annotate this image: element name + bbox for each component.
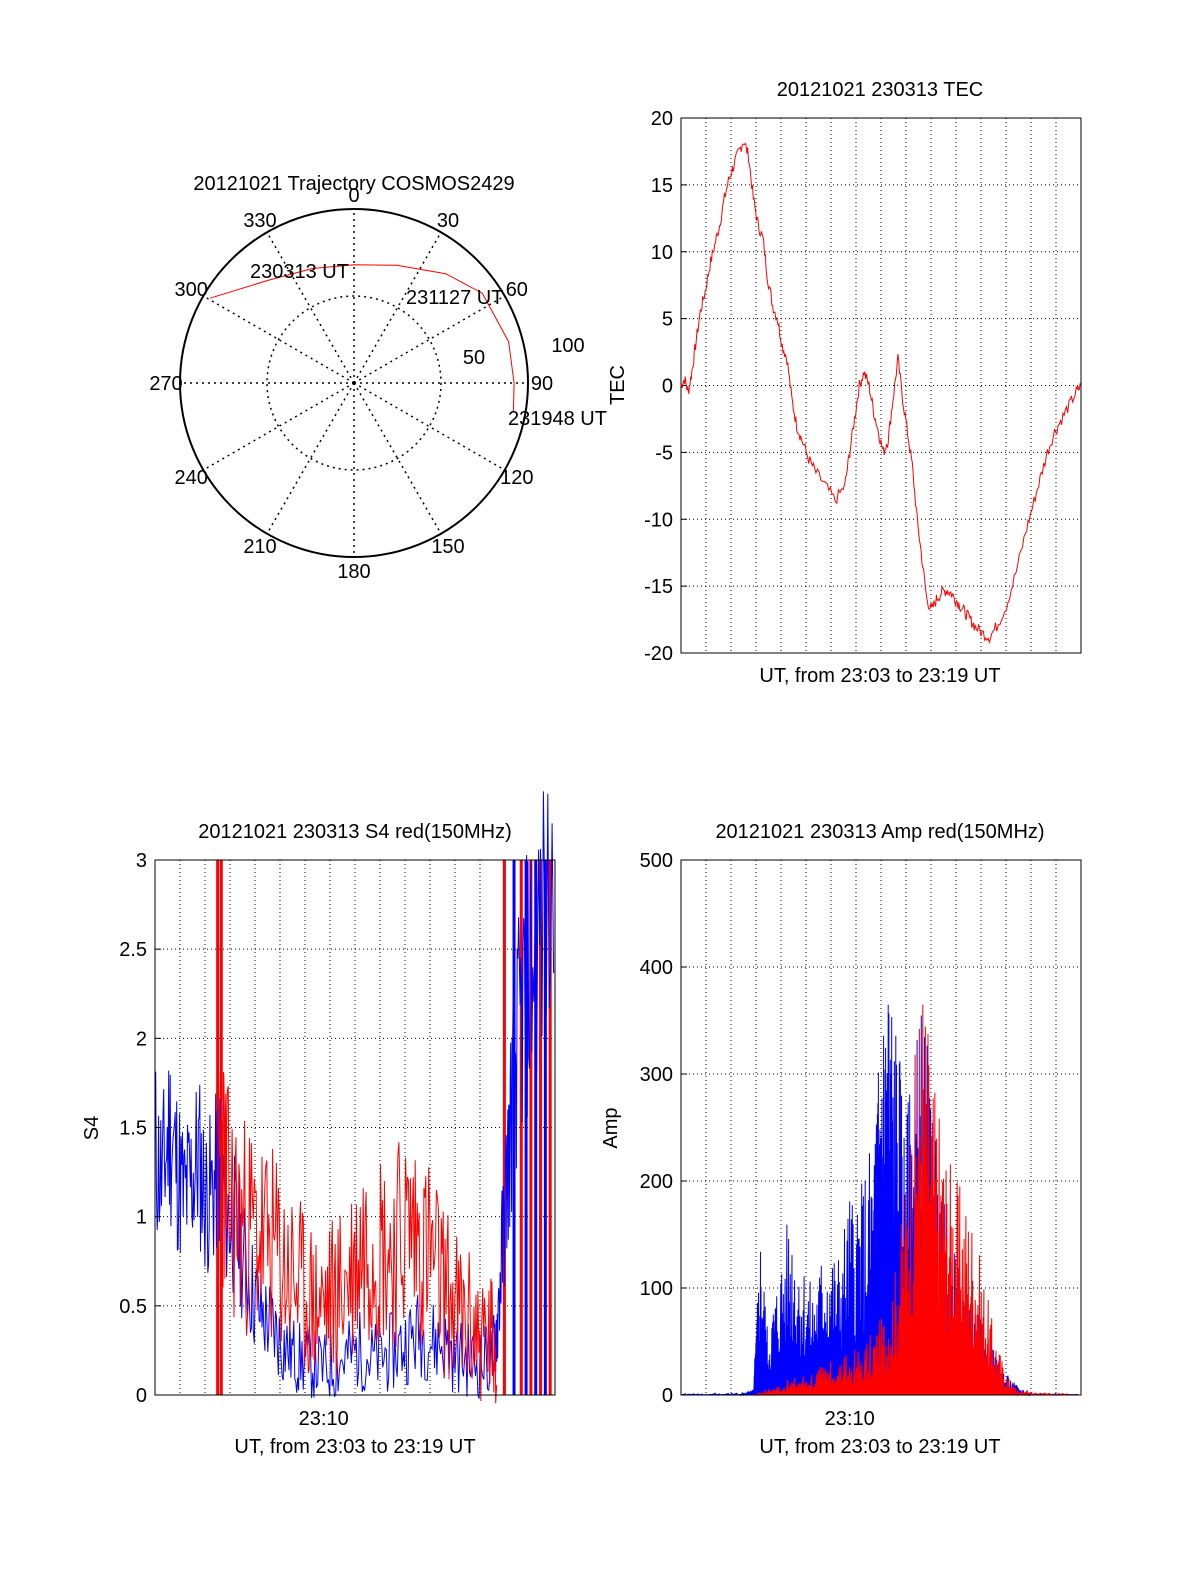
s4-x-tick-label: 23:10 (299, 1408, 349, 1430)
y-tick-label: 5 (662, 309, 673, 331)
y-tick-label: 0.5 (119, 1296, 147, 1318)
amp-x-tick-label: 23:10 (825, 1408, 875, 1430)
trajectory-line (209, 264, 515, 412)
y-tick-label: 15 (651, 175, 673, 197)
amp-chart: 20121021 230313 Amp red(150MHz) 500 400 30… (600, 821, 1082, 1458)
amp-xlabel: UT, from 23:03 to 23:19 UT (759, 1436, 1000, 1458)
tec-ylabel: TEC (607, 365, 629, 405)
y-tick-label: 1.5 (119, 1118, 147, 1140)
s4-y-tick-labels: 3 2.5 2 1.5 1 0.5 0 (119, 850, 161, 1407)
tec-title: 20121021 230313 TEC (777, 79, 983, 101)
s4-ylabel: S4 (81, 1116, 103, 1140)
polar-azimuth-label: 210 (243, 536, 276, 558)
polar-spoke (353, 382, 506, 471)
annotation-start-time: 230313 UT (250, 261, 349, 283)
polar-azimuth-label: 300 (174, 279, 207, 301)
polar-azimuth-label: 90 (531, 373, 553, 395)
y-tick-label: -15 (644, 576, 673, 598)
s4-red-series (217, 1055, 498, 1404)
polar-azimuth-label: 270 (149, 373, 182, 395)
polar-spoke (353, 295, 506, 384)
polar-spoke (353, 231, 442, 384)
polar-grid (179, 208, 529, 558)
polar-outer-circle (179, 208, 529, 558)
y-tick-label: -5 (655, 442, 673, 464)
y-tick-label: 20 (651, 108, 673, 130)
polar-spoke (353, 382, 442, 535)
y-tick-label: 3 (136, 850, 147, 872)
s4-xlabel: UT, from 23:03 to 23:19 UT (234, 1436, 475, 1458)
polar-azimuth-label: 30 (437, 210, 459, 232)
y-tick-label: 100 (640, 1278, 673, 1300)
polar-azimuth-labels: 0 30 60 90 120 150 180 210 240 270 300 330 (149, 185, 553, 583)
y-tick-label: 1 (136, 1207, 147, 1229)
y-tick-label: 200 (640, 1171, 673, 1193)
y-tick-label: 2.5 (119, 939, 147, 961)
polar-title: 20121021 Trajectory COSMOS2429 (193, 173, 514, 195)
tec-grid (681, 118, 1081, 653)
y-tick-label: -20 (644, 643, 673, 665)
polar-spoke (202, 295, 355, 384)
y-tick-label: 0 (662, 376, 673, 398)
polar-azimuth-label: 150 (431, 536, 464, 558)
polar-azimuth-label: 240 (174, 467, 207, 489)
tec-y-tick-labels: 20 15 10 5 0 -5 -10 -15 -20 (644, 108, 687, 665)
polar-azimuth-label: 180 (337, 561, 370, 583)
annotation-end-time: 231948 UT (508, 408, 607, 430)
amp-plot-frame (680, 859, 1082, 1396)
tec-series-line (680, 142, 1081, 645)
tec-chart: 20121021 230313 TEC 20151050-5-10-15-20 … (607, 79, 1082, 687)
amp-ylabel: Amp (600, 1107, 622, 1148)
amp-red-series (681, 1004, 1081, 1397)
polar-azimuth-label: 60 (506, 279, 528, 301)
polar-spoke (266, 382, 355, 535)
y-tick-label: 0 (662, 1385, 673, 1407)
y-tick-label: -10 (644, 509, 673, 531)
polar-azimuth-label: 0 (348, 185, 359, 207)
y-tick-label: 300 (640, 1064, 673, 1086)
trajectory-polar-chart: 20121021 Trajectory COSMOS2429 0 30 60 90 12… (149, 173, 607, 583)
s4-blue-series (154, 791, 555, 1399)
y-tick-label: 0 (136, 1385, 147, 1407)
y-tick-label: 400 (640, 957, 673, 979)
y-tick-label: 500 (640, 850, 673, 872)
annotation-mid-time: 231127 UT (406, 287, 503, 309)
s4-chart: 20121021 230313 S4 red(150MHz) 3 2.5 2 1.5 1… (81, 791, 556, 1458)
polar-inner-ring (266, 295, 442, 471)
tec-xlabel: UT, from 23:03 to 23:19 UT (759, 665, 1000, 687)
polar-azimuth-label: 120 (500, 467, 533, 489)
polar-spoke (266, 231, 355, 384)
y-tick-label: 2 (136, 1028, 147, 1050)
amp-y-tick-labels: 500 400 300 200 100 0 (640, 850, 687, 1407)
s4-title: 20121021 230313 S4 red(150MHz) (198, 821, 512, 843)
polar-spoke (202, 382, 355, 471)
polar-ring-label-100: 100 (551, 335, 584, 357)
amp-title: 20121021 230313 Amp red(150MHz) (715, 821, 1044, 843)
polar-ring-label-50: 50 (463, 347, 485, 369)
polar-azimuth-label: 330 (243, 210, 276, 232)
y-tick-label: 10 (651, 242, 673, 264)
